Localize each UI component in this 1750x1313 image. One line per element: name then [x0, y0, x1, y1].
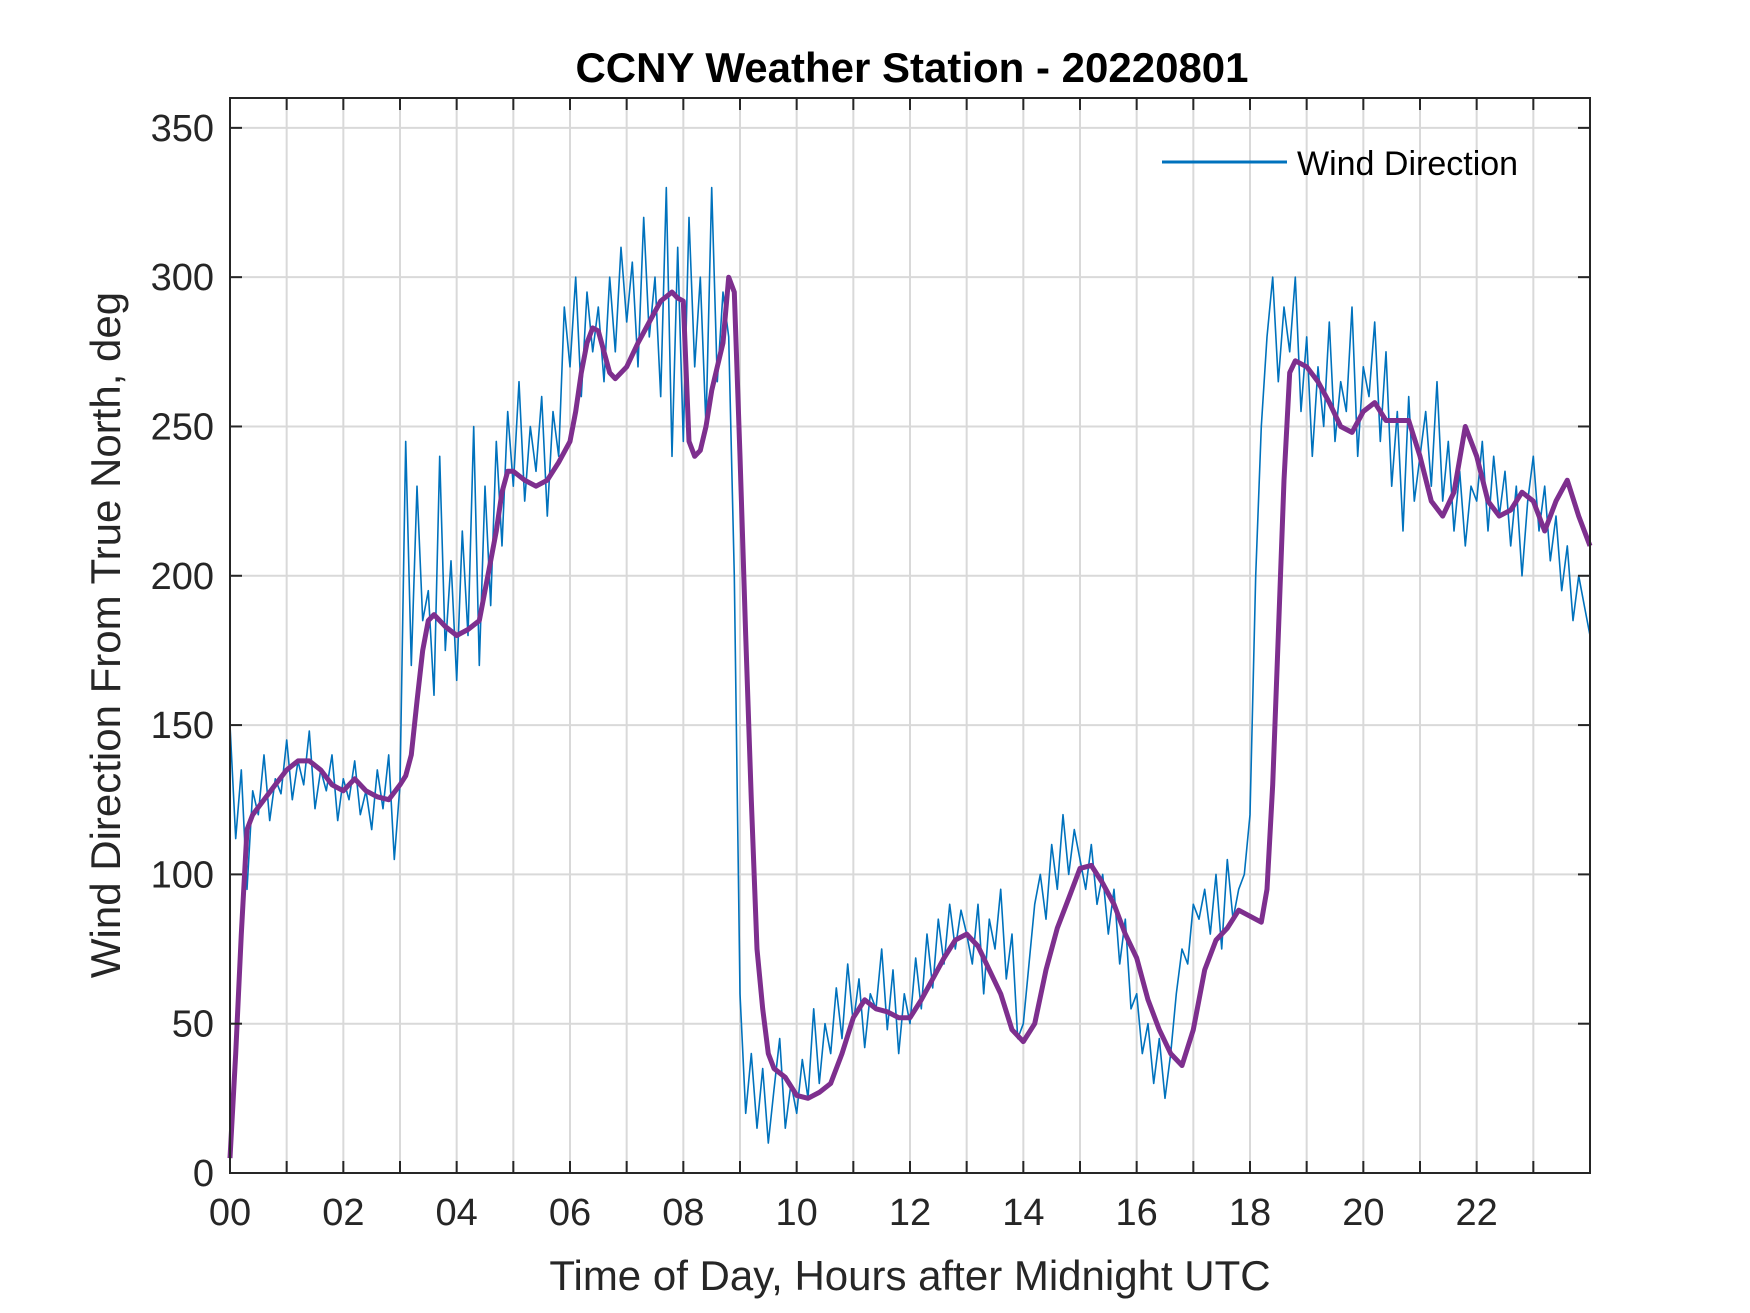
x-tick-label: 02 — [322, 1192, 364, 1234]
y-tick-label: 150 — [151, 705, 214, 747]
y-tick-label: 50 — [172, 1004, 214, 1046]
plot-area — [227, 186, 1593, 1159]
chart-title: CCNY Weather Station - 20220801 — [575, 44, 1248, 91]
y-tick-label: 350 — [151, 108, 214, 150]
x-tick-label: 20 — [1342, 1192, 1384, 1234]
grid — [230, 98, 1590, 1173]
x-tick-label: 14 — [1002, 1192, 1044, 1234]
y-tick-label: 300 — [151, 257, 214, 299]
y-tick-label: 200 — [151, 556, 214, 598]
x-tick-label: 22 — [1456, 1192, 1498, 1234]
legend: Wind Direction — [1162, 145, 1518, 183]
ticks — [230, 98, 1590, 1174]
x-tick-label: 06 — [549, 1192, 591, 1234]
x-axis-label: Time of Day, Hours after Midnight UTC — [549, 1252, 1270, 1299]
x-tick-label: 16 — [1116, 1192, 1158, 1234]
legend-entry-wind-direction: Wind Direction — [1297, 145, 1518, 183]
x-tick-label: 18 — [1229, 1192, 1271, 1234]
x-tick-label: 12 — [889, 1192, 931, 1234]
y-tick-label: 0 — [193, 1153, 214, 1195]
series-line-moving-average — [227, 274, 1593, 1159]
y-tick-labels: 0 50 100 150 200 250 300 350 — [151, 108, 214, 1195]
series-line-wind-direction — [229, 186, 1591, 1144]
y-tick-label: 250 — [151, 406, 214, 448]
x-tick-label: 08 — [662, 1192, 704, 1234]
x-tick-label: 10 — [776, 1192, 818, 1234]
x-tick-label: 00 — [209, 1192, 251, 1234]
y-axis-label: Wind Direction From True North, deg — [82, 292, 129, 978]
x-tick-labels: 00 02 04 06 08 10 12 14 16 18 20 22 — [209, 1192, 1498, 1234]
y-tick-label: 100 — [151, 854, 214, 896]
x-tick-label: 04 — [436, 1192, 478, 1234]
